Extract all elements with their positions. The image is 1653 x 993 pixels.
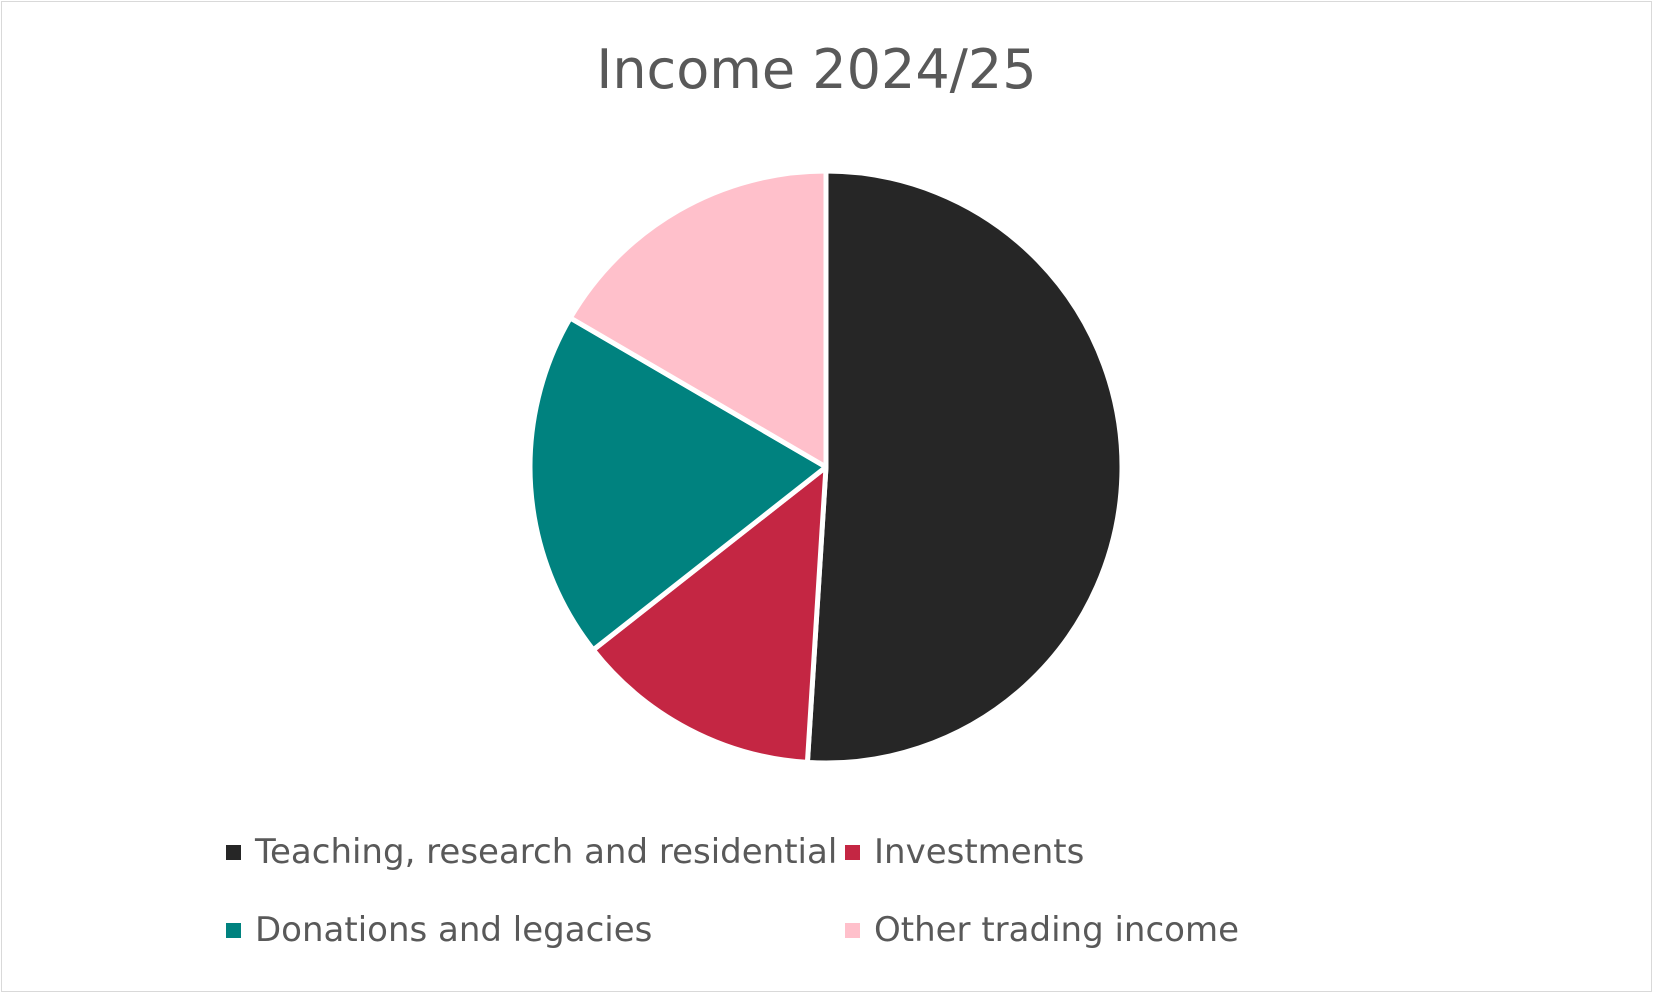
legend-item-teaching: Teaching, research and residential	[226, 832, 837, 872]
pie-slice-investments	[590, 464, 829, 765]
legend-label-teaching: Teaching, research and residential	[255, 832, 838, 872]
chart-title: Income 2024/25	[596, 38, 1037, 101]
legend-label-other-trading: Other trading income	[874, 910, 1239, 950]
pie-slice-other-trading	[567, 168, 829, 470]
legend-swatch-teaching	[226, 844, 241, 860]
legend-label-donations: Donations and legacies	[255, 910, 653, 950]
legend-item-donations: Donations and legacies	[226, 910, 652, 950]
pie-slice-teaching	[804, 168, 1125, 766]
legend-swatch-donations	[226, 922, 241, 938]
legend-swatch-other-trading	[845, 922, 860, 938]
legend-item-other-trading: Other trading income	[845, 910, 1239, 950]
legend-swatch-investments	[845, 844, 860, 860]
pie-slice-donations	[527, 315, 829, 653]
legend-item-investments: Investments	[845, 832, 1084, 872]
legend-label-investments: Investments	[874, 832, 1085, 872]
